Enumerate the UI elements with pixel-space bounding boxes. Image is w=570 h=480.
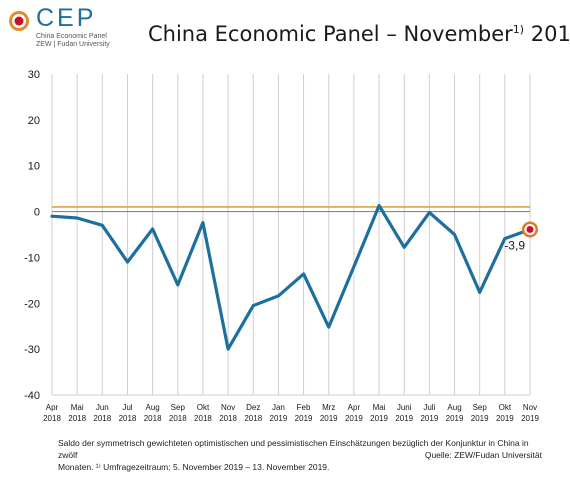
- x-tick-label-month: Sep: [171, 403, 186, 412]
- x-tick-label-year: 2019: [295, 414, 313, 423]
- x-tick-label-month: Aug: [447, 403, 461, 412]
- x-tick-label-year: 2019: [270, 414, 288, 423]
- x-tick-label-year: 2018: [68, 414, 86, 423]
- series-line: [50, 204, 532, 351]
- logo-subtitle-1: China Economic Panel: [36, 33, 107, 40]
- x-tick-label-year: 2018: [119, 414, 137, 423]
- y-tick-label: 30: [28, 69, 40, 81]
- y-tick-label: 10: [28, 161, 40, 173]
- x-tick-label-month: Apr: [46, 403, 59, 412]
- x-tick-label-month: Mrz: [322, 403, 335, 412]
- x-tick-label-year: 2019: [320, 414, 338, 423]
- x-tick-label-year: 2019: [521, 414, 539, 423]
- x-tick-label-year: 2018: [43, 414, 61, 423]
- y-tick-label: -40: [24, 390, 40, 402]
- cep-logo: CEP China Economic Panel ZEW | Fudan Uni…: [8, 4, 126, 52]
- logo-subtitle-2: ZEW | Fudan University: [36, 41, 110, 48]
- x-tick-label-month: Jun: [96, 403, 109, 412]
- x-tick-label-month: Apr: [348, 403, 361, 412]
- x-tick-label-month: Dez: [246, 403, 260, 412]
- y-tick-label: 0: [34, 207, 40, 219]
- x-tick-label-year: 2019: [345, 414, 363, 423]
- x-tick-label-month: Juni: [397, 403, 412, 412]
- source-note: Quelle: ZEW/Fudan Universität: [424, 450, 542, 460]
- y-tick-label: -10: [24, 252, 40, 264]
- x-tick-label-year: 2018: [219, 414, 237, 423]
- x-tick-label-month: Nov: [523, 403, 537, 412]
- logo-name: CEP: [36, 4, 97, 32]
- x-tick-label-month: Aug: [146, 403, 160, 412]
- x-tick-label-month: Okt: [499, 403, 512, 412]
- x-tick-label-year: 2019: [395, 414, 413, 423]
- cep-logo-icon: [9, 11, 29, 31]
- footnote-line-2: Monaten. ¹⁾ Umfragezeitraum: 5. November…: [58, 462, 330, 472]
- x-tick-label-month: Feb: [297, 403, 311, 412]
- x-tick-label-month: Juli: [423, 403, 435, 412]
- x-tick-label-month: Okt: [197, 403, 210, 412]
- footnote-line-1: Saldo der symmetrisch gewichteten optimi…: [58, 438, 529, 460]
- x-tick-label-year: 2019: [446, 414, 464, 423]
- x-tick-label-year: 2018: [194, 414, 212, 423]
- x-tick-label-year: 2018: [169, 414, 187, 423]
- x-tick-label-year: 2018: [244, 414, 262, 423]
- chart-title-year: 2019: [530, 22, 570, 46]
- x-tick-label-year: 2019: [496, 414, 514, 423]
- last-point-marker-inner: [526, 225, 534, 233]
- chart-footnote: Saldo der symmetrisch gewichteten optimi…: [58, 437, 542, 473]
- last-value-label: -3,9: [504, 238, 525, 252]
- chart-title: China Economic Panel – November1) 2019: [148, 22, 570, 46]
- x-tick-label-year: 2019: [420, 414, 438, 423]
- x-tick-label-month: Mai: [373, 403, 386, 412]
- x-tick-label-year: 2019: [471, 414, 489, 423]
- x-tick-label-month: Nov: [221, 403, 235, 412]
- x-tick-label-year: 2019: [370, 414, 388, 423]
- x-tick-label-month: Sep: [473, 403, 488, 412]
- x-tick-label-month: Mai: [71, 403, 84, 412]
- chart-title-footnote-mark: 1): [512, 23, 525, 36]
- y-tick-label: -30: [24, 344, 40, 356]
- x-tick-label-month: Jul: [122, 403, 132, 412]
- x-tick-label-year: 2018: [93, 414, 111, 423]
- y-tick-label: 20: [28, 115, 40, 127]
- y-tick-label: -20: [24, 298, 40, 310]
- chart-title-main: China Economic Panel – November: [148, 22, 513, 46]
- x-tick-label-month: Jan: [272, 403, 285, 412]
- x-tick-label-year: 2018: [144, 414, 162, 423]
